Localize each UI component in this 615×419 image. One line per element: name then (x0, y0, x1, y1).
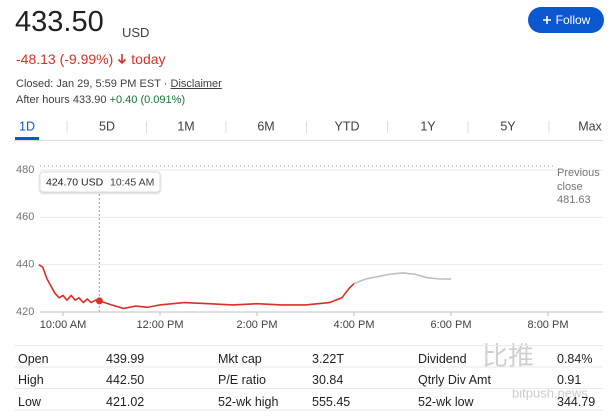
stat-value: 439.99 (106, 352, 145, 366)
after-hours-row: After hours 433.90 +0.40 (0.091%) (16, 94, 185, 106)
stat-label: Low (18, 395, 41, 409)
tooltip-time: 10:45 AM (110, 176, 154, 188)
stat-label: Qtrly Div Amt (418, 373, 491, 387)
stat-value: 0.91 (557, 373, 582, 387)
tab[interactable]: 1M (177, 119, 194, 133)
stat-label: High (18, 373, 44, 387)
tab[interactable]: 5Y (500, 119, 516, 133)
price-line (38, 263, 355, 310)
stat-label: Dividend (418, 352, 467, 366)
plus-icon (542, 16, 551, 24)
disclaimer-link[interactable]: Disclaimer (170, 78, 222, 90)
hover-dot (95, 297, 103, 305)
stat-label: P/E ratio (218, 373, 266, 387)
price: 433.50 (15, 6, 104, 38)
stat-label: Open (18, 352, 49, 366)
change-row: -48.13 (-9.99%) today (16, 51, 166, 67)
watermark-url: bitpush.news (512, 385, 588, 400)
closed-row: Closed: Jan 29, 5:59 PM EST · Disclaimer (16, 78, 222, 90)
after-hours-change: +0.40 (0.091%) (109, 94, 186, 106)
currency: USD (122, 25, 150, 40)
stat-value: 30.84 (312, 373, 344, 387)
stat-label: 52-wk low (418, 395, 474, 409)
tab[interactable]: Max (578, 119, 602, 133)
x-tick-label: 12:00 PM (136, 319, 183, 331)
stat-label: Mkt cap (218, 352, 262, 366)
y-tick-label: 460 (16, 211, 34, 223)
x-tick-label: 4:00 PM (334, 319, 375, 331)
change: -48.13 (-9.99%) (16, 51, 114, 67)
stat-value: 555.45 (312, 395, 351, 409)
stat-value: 442.50 (106, 373, 145, 387)
tab[interactable]: 1Y (420, 119, 436, 133)
tab[interactable]: 6M (257, 119, 274, 133)
stat-value: 344.79 (557, 395, 596, 409)
tooltip-value: 424.70 USD (46, 176, 104, 188)
x-tick-label: 2:00 PM (237, 319, 278, 331)
previous-close-label: Previous close (557, 167, 600, 193)
period: today (131, 51, 166, 67)
stat-value: 421.02 (106, 395, 145, 409)
stat-value: 3.22T (312, 352, 344, 366)
after-hours: After hours 433.90 (16, 94, 107, 106)
price-line (353, 272, 452, 285)
tab[interactable]: 5D (99, 119, 115, 133)
x-tick-label: 10:00 AM (40, 319, 86, 331)
tab[interactable]: 1D (19, 119, 35, 133)
tooltip-box (39, 171, 161, 193)
closed: Closed: Jan 29, 5:59 PM EST · (16, 78, 168, 90)
y-tick-label: 440 (16, 259, 34, 271)
y-tick-label: 480 (16, 164, 34, 176)
y-tick-label: 420 (16, 306, 34, 318)
tab[interactable]: YTD (335, 119, 360, 133)
tab-underline (15, 137, 39, 140)
stat-value: 0.84% (557, 352, 593, 366)
stat-label: 52-wk high (218, 395, 279, 409)
follow-button[interactable]: Follow (528, 7, 604, 33)
x-tick-label: 6:00 PM (431, 319, 472, 331)
x-tick-label: 8:00 PM (528, 319, 569, 331)
previous-close-value: 481.63 (557, 194, 591, 206)
follow-label: Follow (555, 13, 591, 27)
down-arrow (118, 54, 127, 65)
